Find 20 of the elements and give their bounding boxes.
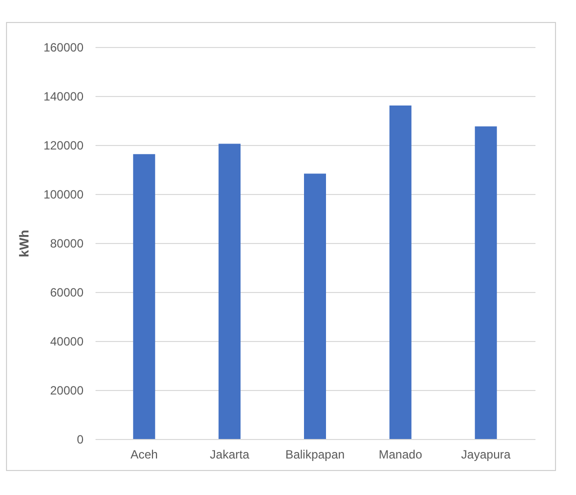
x-tick-label: Jayapura: [461, 448, 511, 462]
y-tick-label: 60000: [50, 286, 84, 300]
y-axis-title: kWh: [16, 230, 32, 258]
bar: [389, 106, 412, 439]
x-tick-label: Balikpapan: [285, 448, 345, 462]
x-tick-label: Aceh: [130, 448, 158, 462]
y-tick-label: 0: [76, 432, 84, 446]
y-tick-label: 100000: [43, 188, 84, 202]
x-tick-label: Manado: [378, 448, 422, 462]
y-tick-label: 40000: [50, 334, 84, 348]
y-tick-label: 140000: [43, 90, 84, 104]
y-tick-label: 20000: [50, 384, 84, 398]
bar: [304, 174, 326, 439]
bar: [474, 126, 497, 439]
x-tick-label: Jakarta: [210, 448, 250, 462]
bar: [218, 144, 241, 439]
y-tick-label: 120000: [43, 138, 84, 152]
bar: [133, 154, 156, 439]
y-tick-label: 80000: [50, 236, 84, 250]
y-tick-label: 160000: [43, 40, 84, 54]
